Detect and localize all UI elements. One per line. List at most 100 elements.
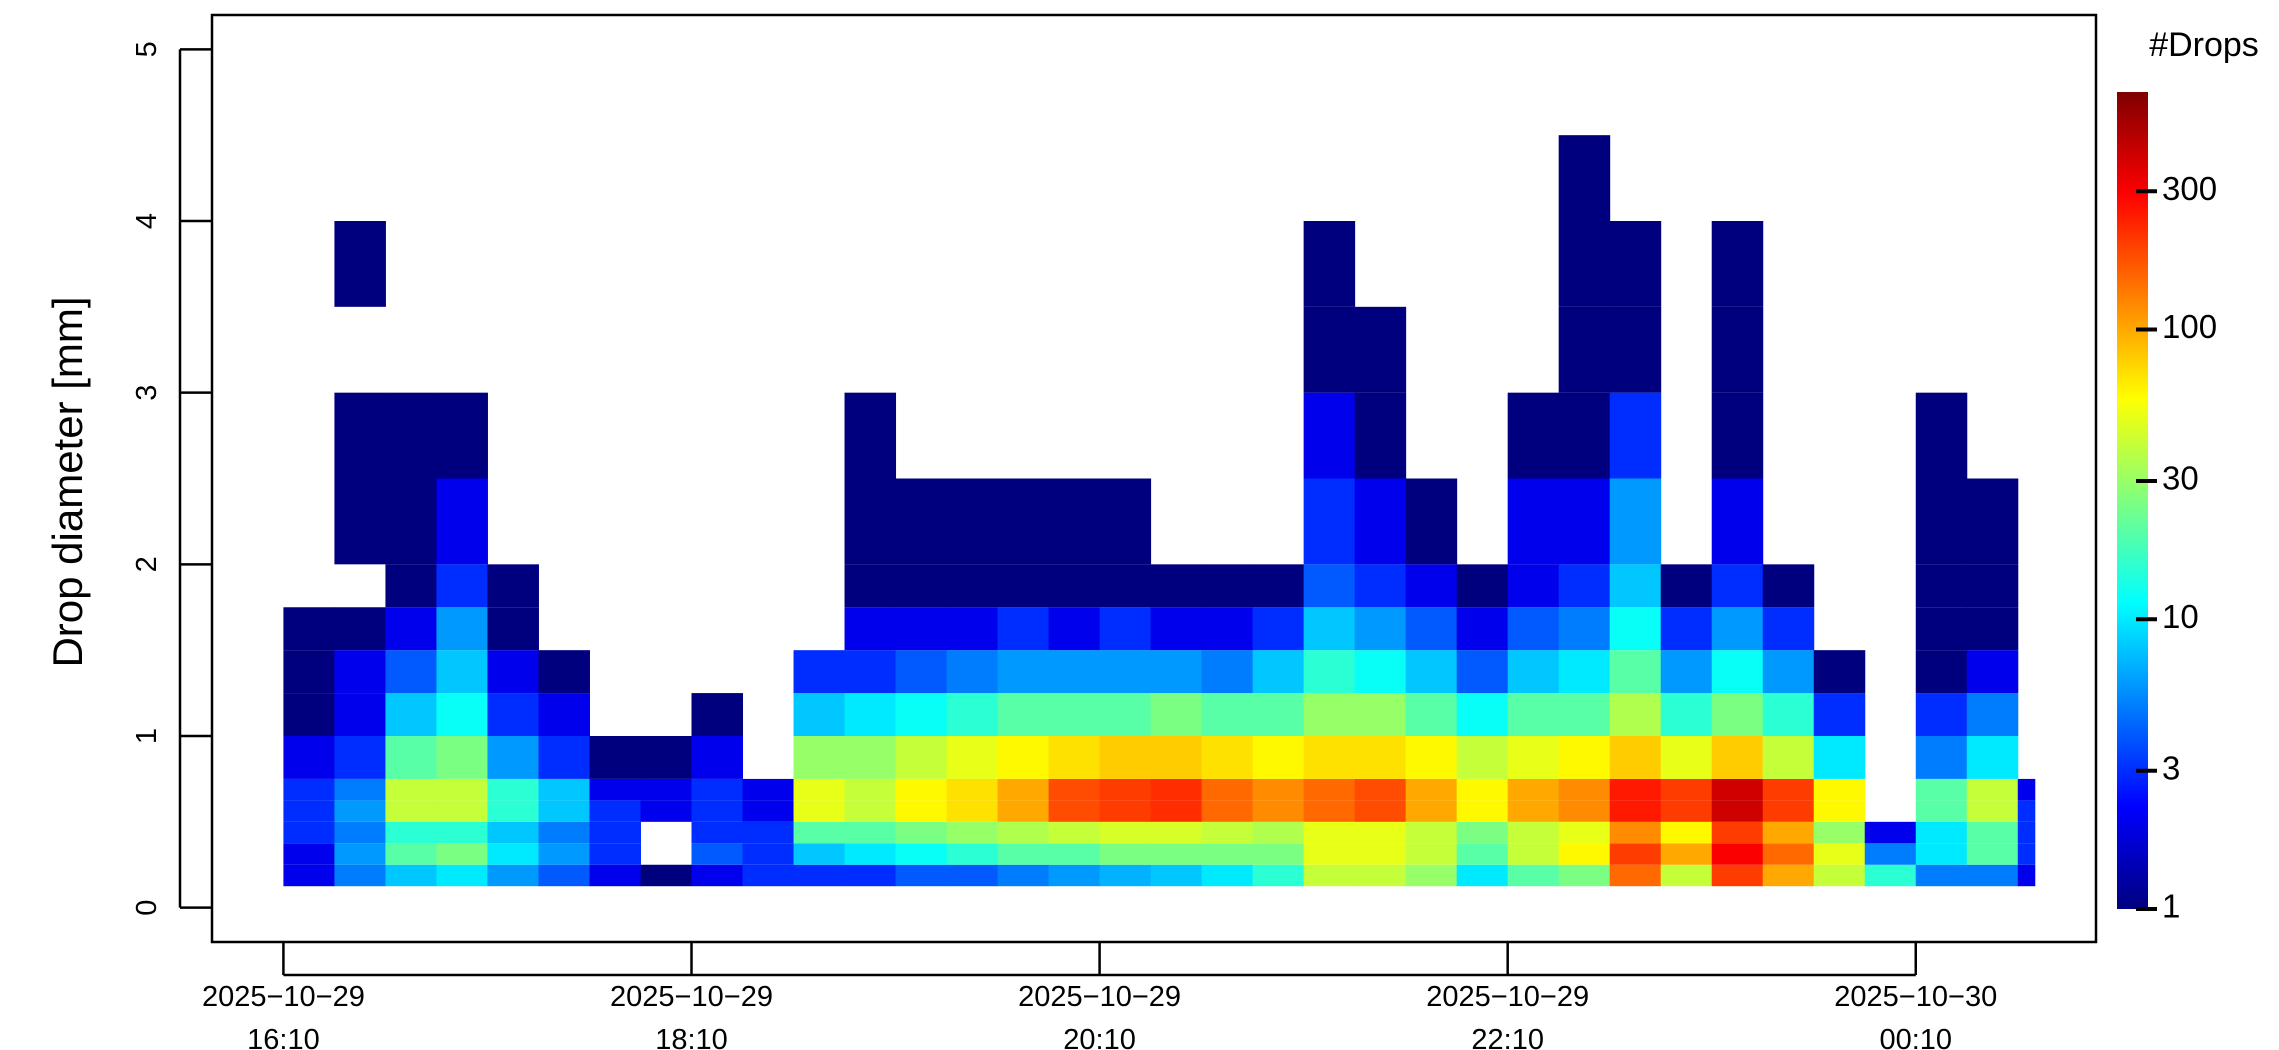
heatmap-cell — [1660, 564, 1713, 608]
heatmap-cell — [1966, 650, 2019, 694]
heatmap-cell — [283, 864, 335, 887]
heatmap-cell — [1303, 564, 1356, 608]
heatmap-cell — [1252, 650, 1305, 694]
heatmap-cell — [1048, 821, 1101, 844]
heatmap-cell — [538, 843, 590, 865]
heatmap-cell — [793, 778, 846, 801]
heatmap-cell — [1660, 607, 1713, 651]
heatmap-cell — [1099, 778, 1152, 801]
heatmap-cell — [1456, 864, 1509, 887]
heatmap-cell — [997, 821, 1050, 844]
heatmap-cell — [283, 843, 335, 865]
heatmap-cell — [844, 843, 897, 865]
heatmap-cell — [1966, 693, 2019, 736]
heatmap-cell — [1150, 736, 1203, 779]
heatmap-cell — [1252, 800, 1305, 822]
heatmap-cell — [997, 778, 1050, 801]
heatmap-cell — [1456, 821, 1509, 844]
heatmap-cell — [946, 693, 999, 736]
heatmap-cell — [1405, 607, 1458, 651]
heatmap-cell — [487, 607, 539, 651]
heatmap-cell — [1252, 843, 1305, 865]
heatmap-cell — [334, 607, 386, 651]
heatmap-cell — [691, 800, 744, 822]
heatmap-cell — [844, 864, 897, 887]
heatmap-cell — [1252, 736, 1305, 779]
heatmap-cell — [1099, 736, 1152, 779]
heatmap-cell — [1507, 736, 1560, 779]
heatmap-cell — [1915, 478, 1968, 565]
heatmap-cell — [1303, 800, 1356, 822]
heatmap-cell — [1813, 650, 1866, 694]
heatmap-cell — [385, 607, 437, 651]
heatmap-cell — [1915, 564, 1968, 608]
heatmap-cell — [334, 843, 386, 865]
heatmap-cell — [385, 650, 437, 694]
heatmap-cell — [538, 693, 590, 736]
heatmap-cell — [538, 778, 590, 801]
heatmap-cell — [589, 736, 641, 779]
heatmap-cell — [1150, 778, 1203, 801]
heatmap-cell — [1150, 650, 1203, 694]
heatmap-cell — [1864, 864, 1917, 887]
heatmap-cell — [1048, 564, 1101, 608]
heatmap-cell — [946, 478, 999, 565]
heatmap-cell — [538, 864, 590, 887]
heatmap-cell — [1711, 843, 1764, 865]
heatmap-cell — [1558, 650, 1611, 694]
heatmap-cell — [1864, 821, 1917, 844]
heatmap-cell — [1354, 864, 1407, 887]
y-tick-label: 2 — [131, 556, 163, 572]
heatmap-cell — [1252, 564, 1305, 608]
heatmap-cell — [844, 778, 897, 801]
heatmap-cell — [946, 736, 999, 779]
heatmap-cell — [1201, 650, 1254, 694]
heatmap-cell — [895, 650, 948, 694]
heatmap-cell — [1915, 843, 1968, 865]
heatmap-cell — [895, 607, 948, 651]
heatmap-cell — [1558, 478, 1611, 565]
heatmap-cell — [1201, 843, 1254, 865]
heatmap-cell — [1252, 778, 1305, 801]
heatmap-cell — [1762, 864, 1815, 887]
heatmap-cell — [1048, 800, 1101, 822]
heatmap-cell — [1609, 478, 1662, 565]
heatmap-cell — [385, 736, 437, 779]
heatmap-cell — [1099, 821, 1152, 844]
heatmap-cell — [2017, 778, 2036, 801]
heatmap-cell — [283, 778, 335, 801]
heatmap-cell — [1915, 864, 1968, 887]
heatmap-cell — [385, 392, 437, 479]
y-tick-label: 0 — [131, 900, 163, 916]
heatmap-cell — [1354, 392, 1407, 479]
heatmap-cell — [334, 392, 386, 479]
heatmap-cell — [895, 800, 948, 822]
heatmap-cell — [895, 564, 948, 608]
heatmap-cell — [1660, 693, 1713, 736]
heatmap-cell — [1354, 693, 1407, 736]
heatmap-cell — [793, 800, 846, 822]
heatmap-cell — [844, 607, 897, 651]
heatmap-cell — [1507, 693, 1560, 736]
heatmap-cell — [1303, 843, 1356, 865]
heatmap-cell — [1507, 392, 1560, 479]
heatmap-cell — [1405, 693, 1458, 736]
heatmap-cell — [1609, 607, 1662, 651]
heatmap-cell — [895, 778, 948, 801]
heatmap-cell — [1099, 800, 1152, 822]
heatmap-cell — [385, 843, 437, 865]
heatmap-cell — [1609, 392, 1662, 479]
heatmap-cell — [1456, 564, 1509, 608]
heatmap-cell — [1507, 607, 1560, 651]
heatmap-cell — [1456, 693, 1509, 736]
heatmap-cell — [1048, 607, 1101, 651]
heatmap-cell — [1252, 821, 1305, 844]
heatmap-cell — [1609, 650, 1662, 694]
heatmap-cell — [2017, 821, 2036, 844]
heatmap-cell — [1354, 564, 1407, 608]
heatmap-cell — [742, 843, 795, 865]
heatmap-cell — [1201, 693, 1254, 736]
colorbar-tick-label: 3 — [2162, 749, 2180, 786]
heatmap-cell — [1507, 821, 1560, 844]
